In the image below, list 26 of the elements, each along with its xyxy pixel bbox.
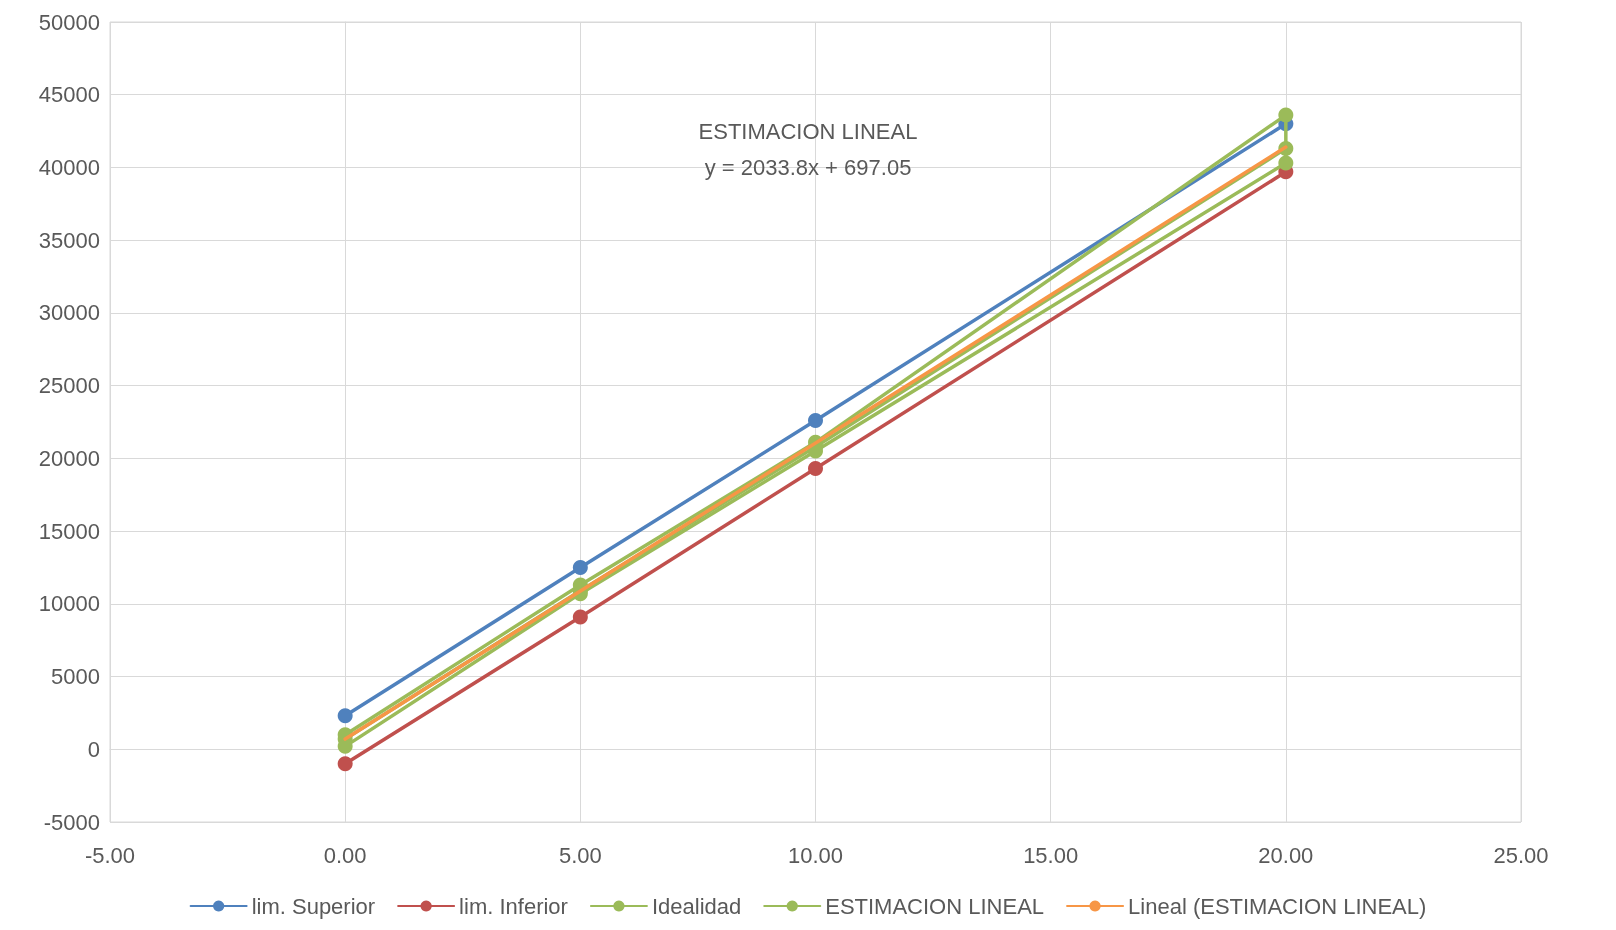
legend-label: ESTIMACION LINEAL (825, 893, 1045, 919)
x-tick-label: 0.00 (323, 842, 367, 868)
x-tick-label: 15.00 (1023, 842, 1079, 868)
legend-label: Lineal (ESTIMACION LINEAL) (1128, 893, 1427, 919)
y-tick-label: 40000 (38, 154, 100, 180)
y-tick-label: 20000 (38, 445, 100, 471)
legend-label: Idealidad (651, 893, 742, 919)
y-tick-label: 35000 (38, 227, 100, 253)
x-tick-label: 5.00 (558, 842, 602, 868)
x-tick-label: -5.00 (84, 842, 136, 868)
y-tick-label: 50000 (38, 9, 100, 35)
annotation: y = 2033.8x + 697.05 (704, 154, 912, 180)
x-tick-label: 20.00 (1258, 842, 1314, 868)
x-tick-label: 10.00 (787, 842, 844, 868)
legend-label: lim. Superior (251, 893, 376, 919)
y-tick-label: 0 (87, 736, 100, 762)
y-tick-label: 10000 (38, 591, 100, 617)
legend-label: lim. Inferior (459, 893, 568, 919)
annotation: ESTIMACION LINEAL (698, 118, 918, 144)
y-tick-label: 5000 (51, 664, 100, 690)
y-tick-label: 15000 (38, 518, 100, 544)
y-tick-label: 45000 (38, 82, 100, 108)
y-tick-label: -5000 (43, 809, 100, 835)
y-tick-label: 30000 (38, 300, 100, 326)
y-tick-label: 25000 (38, 373, 100, 399)
x-tick-label: 25.00 (1493, 842, 1549, 868)
